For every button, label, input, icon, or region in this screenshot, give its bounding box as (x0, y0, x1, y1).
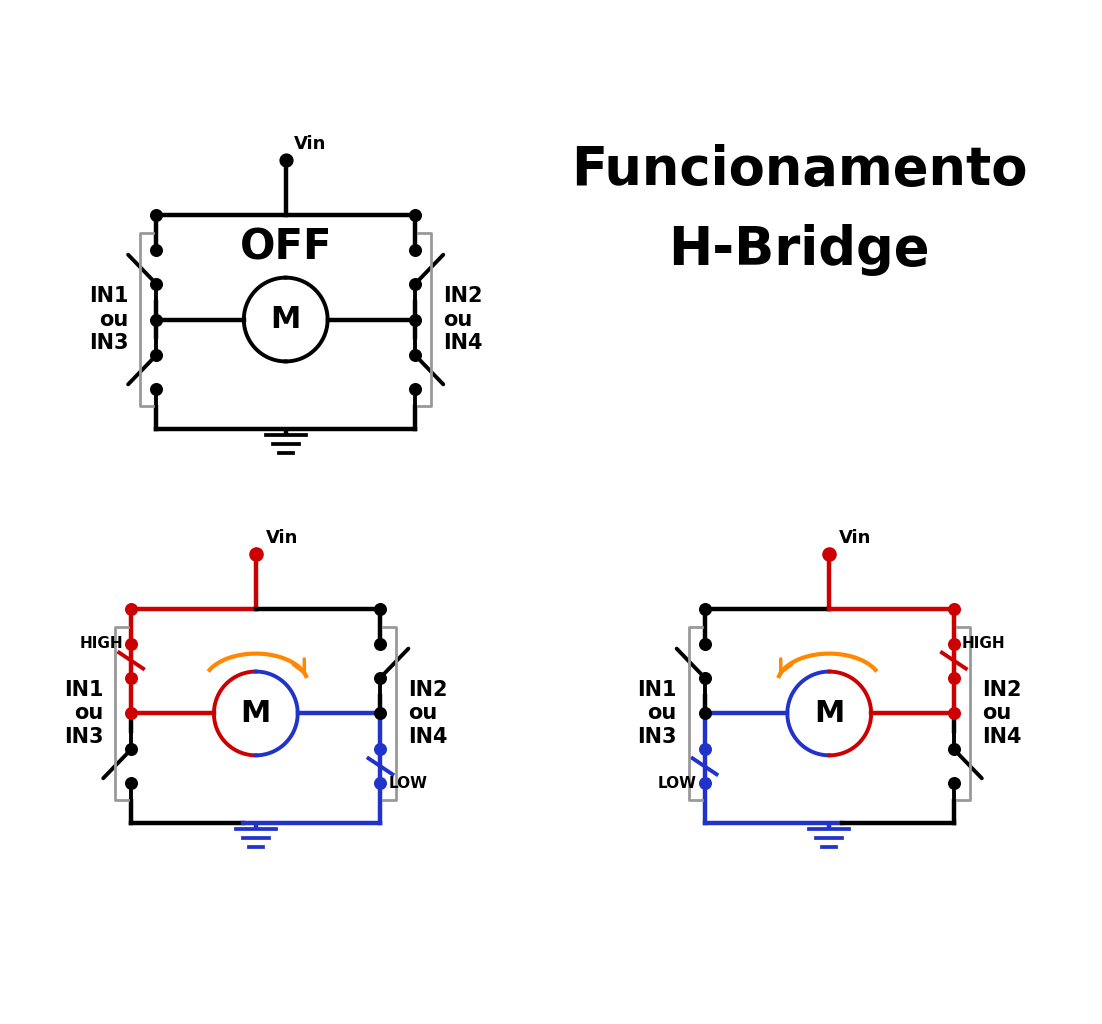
Point (371, 670, 389, 686)
Text: HIGH: HIGH (962, 636, 1005, 651)
Point (277, 152, 294, 168)
Text: OFF: OFF (239, 226, 332, 268)
Point (122, 636, 140, 652)
Point (946, 775, 963, 792)
Point (148, 242, 165, 258)
Point (820, 546, 838, 562)
Text: LOW: LOW (388, 776, 428, 791)
Point (148, 275, 165, 292)
Point (122, 670, 140, 686)
Text: M: M (240, 699, 271, 728)
Text: IN2
ou
IN4: IN2 ou IN4 (982, 680, 1022, 746)
Point (407, 207, 424, 223)
Text: HIGH: HIGH (79, 636, 123, 651)
Text: Funcionamento: Funcionamento (571, 144, 1027, 196)
Point (148, 311, 165, 328)
Point (407, 347, 424, 364)
Point (407, 381, 424, 397)
Point (946, 670, 963, 686)
Point (695, 775, 713, 792)
Text: IN1
ou
IN3: IN1 ou IN3 (88, 287, 128, 352)
Point (371, 706, 389, 722)
Point (695, 600, 713, 616)
Point (407, 275, 424, 292)
Point (946, 706, 963, 722)
Text: IN2
ou
IN4: IN2 ou IN4 (443, 287, 483, 352)
Point (946, 600, 963, 616)
Point (247, 546, 264, 562)
Point (148, 381, 165, 397)
Point (695, 741, 713, 758)
Point (122, 706, 140, 722)
Point (122, 741, 140, 758)
Text: Vin: Vin (840, 529, 872, 547)
Point (695, 670, 713, 686)
Point (407, 311, 424, 328)
Point (122, 600, 140, 616)
Point (371, 600, 389, 616)
Text: M: M (270, 305, 301, 334)
Point (371, 636, 389, 652)
Point (407, 242, 424, 258)
Text: Vin: Vin (266, 529, 299, 547)
Point (946, 636, 963, 652)
Text: M: M (814, 699, 844, 728)
Text: LOW: LOW (658, 776, 696, 791)
Point (371, 741, 389, 758)
Point (371, 775, 389, 792)
Text: IN1
ou
IN3: IN1 ou IN3 (64, 680, 104, 746)
Point (148, 207, 165, 223)
Point (946, 741, 963, 758)
Point (695, 706, 713, 722)
Text: IN2
ou
IN4: IN2 ou IN4 (409, 680, 447, 746)
Text: IN1
ou
IN3: IN1 ou IN3 (637, 680, 677, 746)
Point (122, 775, 140, 792)
Point (148, 347, 165, 364)
Text: H-Bridge: H-Bridge (669, 223, 930, 275)
Text: Vin: Vin (294, 135, 326, 153)
Point (695, 636, 713, 652)
